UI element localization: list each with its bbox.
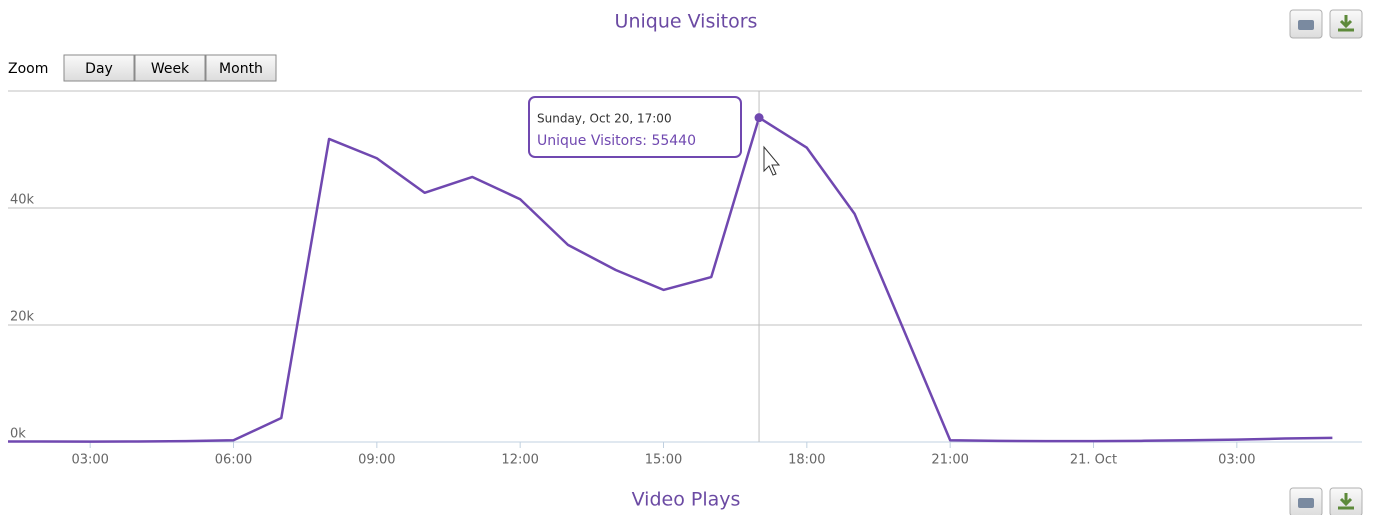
- zoom-label: Zoom: [8, 61, 48, 77]
- tooltip-box: [528, 96, 742, 158]
- tooltip-header: Sunday, Oct 20, 17:00: [537, 112, 672, 126]
- cursor: [763, 145, 781, 176]
- y-tick-label: 0k: [10, 427, 26, 442]
- x-tick-label: 06:00: [215, 453, 252, 468]
- download-icon: [1338, 493, 1354, 510]
- download-icon: [1338, 15, 1354, 32]
- grid: 0k 20k 40k 03:00 06:00 09:00 12:00 15:00 18:00 21…: [8, 193, 1362, 468]
- x-tick-label: 12:00: [501, 453, 538, 468]
- print-icon: [1298, 498, 1314, 508]
- chart-title: Unique Visitors: [615, 11, 758, 33]
- zoom-button[interactable]: [205, 54, 277, 82]
- export-buttons[interactable]: [1289, 9, 1363, 39]
- y-tick-label: 20k: [10, 310, 35, 325]
- x-tick-label: 03:00: [1218, 453, 1255, 468]
- line: [8, 116, 1333, 443]
- next-chart-title: Video Plays: [632, 489, 741, 511]
- export-buttons-2[interactable]: [1289, 487, 1363, 515]
- zoom-button-label: Day: [85, 61, 113, 77]
- print-icon: [1298, 20, 1314, 30]
- zoom-button-label: Week: [151, 61, 190, 77]
- zoom-button[interactable]: [134, 54, 206, 82]
- zoom-button-label: Month: [219, 61, 263, 77]
- tooltip: Sunday, Oct 20, 17:00 Unique Visitors: 55…: [528, 91, 781, 442]
- x-tick-label: 15:00: [645, 453, 682, 468]
- x-tick-label: 21. Oct: [1070, 453, 1117, 468]
- x-tick-label: 09:00: [358, 453, 395, 468]
- series: [8, 116, 1333, 443]
- y-tick-label: 40k: [10, 193, 35, 208]
- x-tick-label: 18:00: [788, 453, 825, 468]
- tooltip-text: Unique Visitors: 55440: [537, 133, 696, 149]
- zoom-buttons: Day Week Month: [63, 54, 277, 82]
- x-tick-label: 21:00: [931, 453, 968, 468]
- zoom-button[interactable]: [63, 54, 135, 82]
- hover-point: [754, 113, 764, 123]
- x-tick-label: 03:00: [71, 453, 108, 468]
